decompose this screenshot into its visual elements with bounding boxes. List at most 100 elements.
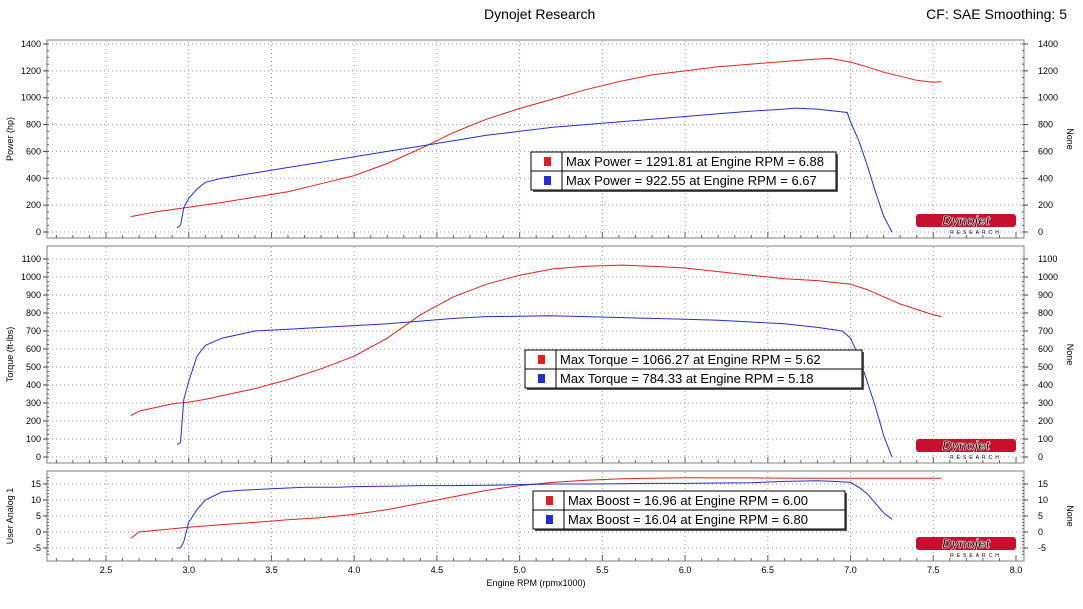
y-tick-label-right: 300 — [1038, 398, 1053, 408]
legend-swatch-run-2 — [538, 374, 545, 383]
x-tick-label: 4.0 — [348, 565, 361, 575]
y-tick-label: 800 — [26, 120, 41, 130]
x-tick-label: 2.5 — [100, 565, 113, 575]
y-tick-label: 0 — [36, 452, 41, 462]
x-tick-label: 3.0 — [182, 565, 195, 575]
y-tick-label: 900 — [26, 290, 41, 300]
y-axis-label: Power (hp) — [5, 117, 15, 161]
legend-swatch-run-2 — [546, 515, 553, 524]
y-tick-label-right: 15 — [1038, 479, 1048, 489]
dynojet-logo: Dynojet RESEARCH — [916, 536, 1016, 559]
y-tick-label-right: 0 — [1038, 227, 1043, 237]
legend-entry-run-2: Max Boost = 16.04 at Engine RPM = 6.80 — [568, 512, 808, 527]
legend: Max Torque = 1066.27 at Engine RPM = 5.6… — [524, 349, 864, 390]
y-tick-label-right: 800 — [1038, 120, 1053, 130]
logo-plate — [916, 537, 1016, 550]
chart-header-title: Dynojet Research — [484, 6, 596, 22]
x-tick-label: 6.5 — [762, 565, 775, 575]
series-line-run-2 — [176, 315, 893, 458]
y-tick-label: 200 — [26, 416, 41, 426]
y-axis-label-right: None — [1065, 344, 1075, 366]
y-tick-label-right: 1400 — [1038, 39, 1058, 49]
legend-entry-run-1: Max Boost = 16.96 at Engine RPM = 6.00 — [568, 493, 808, 508]
panel-1: 0 0 200 200 400 400 600 600 800 800 1000 1000 1200 12… — [5, 39, 1075, 239]
y-axis-label-right: None — [1065, 128, 1075, 150]
y-tick-label-right: 0 — [1038, 527, 1043, 537]
y-axis-label: User Analog 1 — [5, 488, 15, 545]
y-tick-label-right: 800 — [1038, 308, 1053, 318]
y-tick-label: 1200 — [21, 66, 41, 76]
y-tick-label: 10 — [31, 495, 41, 505]
y-tick-label: 300 — [26, 398, 41, 408]
y-tick-label-right: 1200 — [1038, 66, 1058, 76]
panel-2: 0 0 100 100 200 200 300 300 400 400 500 500 600 600 70… — [5, 245, 1075, 464]
y-tick-label: 400 — [26, 380, 41, 390]
legend-swatch-run-1 — [544, 157, 551, 166]
logo-subtext: RESEARCH — [950, 230, 1002, 236]
logo-subtext: RESEARCH — [950, 553, 1002, 559]
y-tick-label-right: 1000 — [1038, 272, 1058, 282]
y-tick-label: 400 — [26, 173, 41, 183]
dynojet-logo: Dynojet RESEARCH — [916, 438, 1016, 461]
y-tick-label: 1400 — [21, 39, 41, 49]
y-tick-label-right: 1100 — [1038, 254, 1057, 264]
y-tick-label-right: 500 — [1038, 362, 1053, 372]
logo-subtext: RESEARCH — [950, 455, 1002, 461]
y-tick-label: 800 — [26, 308, 41, 318]
y-tick-label: 5 — [36, 511, 41, 521]
y-tick-label: 15 — [31, 479, 41, 489]
y-tick-label: 0 — [36, 527, 41, 537]
y-tick-label-right: 900 — [1038, 290, 1053, 300]
y-axis-label-right: None — [1065, 505, 1075, 527]
y-tick-label: 100 — [26, 434, 41, 444]
y-tick-label: 0 — [36, 227, 41, 237]
y-tick-label-right: 600 — [1038, 146, 1053, 156]
y-tick-label-right: 600 — [1038, 344, 1053, 354]
legend: Max Boost = 16.96 at Engine RPM = 6.00 Ma… — [532, 490, 847, 531]
y-tick-label-right: 200 — [1038, 416, 1053, 426]
series-line-run-1 — [130, 477, 942, 539]
legend-entry-run-1: Max Torque = 1066.27 at Engine RPM = 5.6… — [560, 352, 821, 367]
y-axis-label: Torque (ft-lbs) — [5, 327, 15, 383]
y-tick-label-right: 100 — [1038, 434, 1053, 444]
legend-swatch-run-1 — [546, 496, 553, 505]
series-line-run-1 — [130, 264, 942, 417]
x-tick-label: 5.0 — [513, 565, 526, 575]
dynojet-logo: Dynojet RESEARCH — [916, 213, 1016, 236]
y-tick-label-right: 1000 — [1038, 93, 1058, 103]
x-tick-label: 3.5 — [265, 565, 278, 575]
legend-entry-run-2: Max Torque = 784.33 at Engine RPM = 5.18 — [560, 371, 813, 386]
legend-swatch-run-1 — [538, 355, 545, 364]
y-tick-label: 1000 — [21, 93, 41, 103]
x-tick-label: 7.0 — [844, 565, 857, 575]
logo-text: Dynojet — [942, 213, 990, 228]
y-tick-label-right: 400 — [1038, 173, 1053, 183]
y-tick-label: 1000 — [21, 272, 41, 282]
series-line-run-2 — [176, 107, 893, 233]
y-tick-label: 200 — [26, 200, 41, 210]
y-tick-label: 500 — [26, 362, 41, 372]
correction-factor-text: CF: SAE Smoothing: 5 — [926, 6, 1067, 22]
x-tick-label: 8.0 — [1010, 565, 1023, 575]
y-tick-label-right: 700 — [1038, 326, 1053, 336]
y-tick-label-right: 10 — [1038, 495, 1048, 505]
plot-frame — [46, 39, 1025, 239]
x-tick-label: 7.5 — [927, 565, 940, 575]
y-tick-label: 600 — [26, 344, 41, 354]
y-tick-label: 1100 — [22, 254, 41, 264]
legend-entry-run-1: Max Power = 1291.81 at Engine RPM = 6.88 — [566, 154, 824, 169]
legend-entry-run-2: Max Power = 922.55 at Engine RPM = 6.67 — [566, 173, 817, 188]
y-tick-label: 600 — [26, 146, 41, 156]
panel-3: -5 -5 0 0 5 5 10 10 15 15 User Analog 1 None Max Boo… — [5, 470, 1075, 562]
y-tick-label-right: 400 — [1038, 380, 1053, 390]
y-tick-label-right: -5 — [1038, 543, 1046, 553]
y-tick-label: 700 — [26, 326, 41, 336]
y-tick-label-right: 200 — [1038, 200, 1053, 210]
series-line-run-2 — [177, 480, 893, 549]
x-tick-label: 6.0 — [679, 565, 692, 575]
x-axis-label: Engine RPM (rpmx1000) — [486, 578, 585, 588]
legend-swatch-run-2 — [544, 176, 551, 185]
logo-text: Dynojet — [942, 438, 990, 453]
y-tick-label: -5 — [33, 543, 41, 553]
